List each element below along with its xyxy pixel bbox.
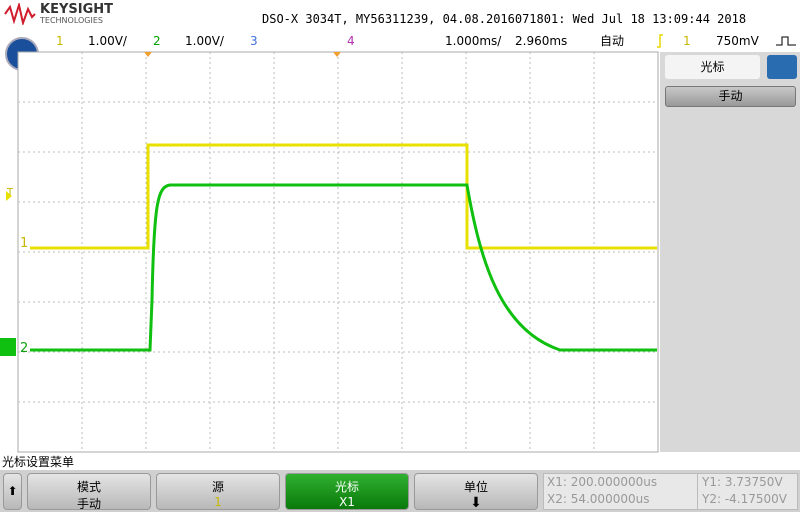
brand: KEYSIGHT — [40, 2, 113, 17]
menu-title: 光标设置菜单 — [2, 455, 75, 469]
time-scale: 1.000ms/ — [445, 34, 502, 48]
ch1-marker: 1 — [20, 236, 29, 251]
run-icon — [776, 36, 796, 46]
trigger-level: 750mV — [716, 34, 759, 48]
trigger-source: 1 — [683, 34, 691, 48]
ch2-marker: 2 — [20, 341, 29, 356]
time-delay: 2.960ms — [515, 34, 568, 48]
readout-box — [543, 473, 798, 510]
softkey-label: 光标 — [334, 480, 359, 494]
softkey-label: 源 — [211, 480, 224, 494]
ch2-trace — [30, 183, 657, 352]
side-tab[interactable]: 光标 — [665, 55, 760, 79]
ch3-label[interactable]: 3 — [250, 34, 258, 48]
softkey-cursor[interactable]: 光标 X1 — [285, 473, 409, 510]
side-panel — [660, 52, 800, 452]
ch2-ground-marker — [0, 338, 16, 356]
readout-x2: X2: 54.000000us — [547, 492, 650, 506]
trigger-icon — [657, 34, 663, 48]
softkey-value: 1 — [214, 495, 222, 509]
mode-button[interactable]: 手动 — [665, 86, 796, 107]
ch2-scale: 1.00V/ — [185, 34, 224, 48]
softkey-units[interactable]: 单位 ⬇ — [414, 473, 538, 511]
side-tab-icon[interactable] — [767, 55, 797, 79]
ch2-label[interactable]: 2 — [153, 34, 161, 48]
trigger-level-marker — [6, 191, 12, 201]
brand-sub: TECHNOLOGIES — [40, 16, 103, 25]
waveform-area — [0, 51, 659, 453]
readout-y1: Y1: 3.73750V — [702, 475, 783, 489]
readout-divider — [697, 474, 698, 509]
trigger-marker: T — [7, 187, 14, 198]
softkey-value: X1 — [339, 495, 355, 509]
softkey-mode[interactable]: 模式 手动 — [27, 473, 151, 511]
softkey-label: 模式 — [76, 480, 101, 494]
ch1-trace — [30, 143, 657, 250]
trigger-mode: 自动 — [600, 34, 625, 48]
menu-up-button[interactable]: ⬆ — [3, 473, 22, 510]
ch4-label[interactable]: 4 — [347, 34, 355, 48]
softkey-label: 单位 — [463, 480, 488, 494]
ch1-scale: 1.00V/ — [88, 34, 127, 48]
readout-y2: Y2: -4.17500V — [702, 492, 787, 506]
softkey-arrow: ⬇ — [470, 495, 482, 511]
header-info: DSO-X 3034T, MY56311239, 04.08.201607180… — [262, 12, 747, 26]
logo-wave — [4, 3, 36, 25]
ch1-label[interactable]: 1 — [56, 34, 64, 48]
readout-x1: X1: 200.000000us — [547, 475, 658, 489]
softkey-value: 手动 — [76, 497, 101, 511]
